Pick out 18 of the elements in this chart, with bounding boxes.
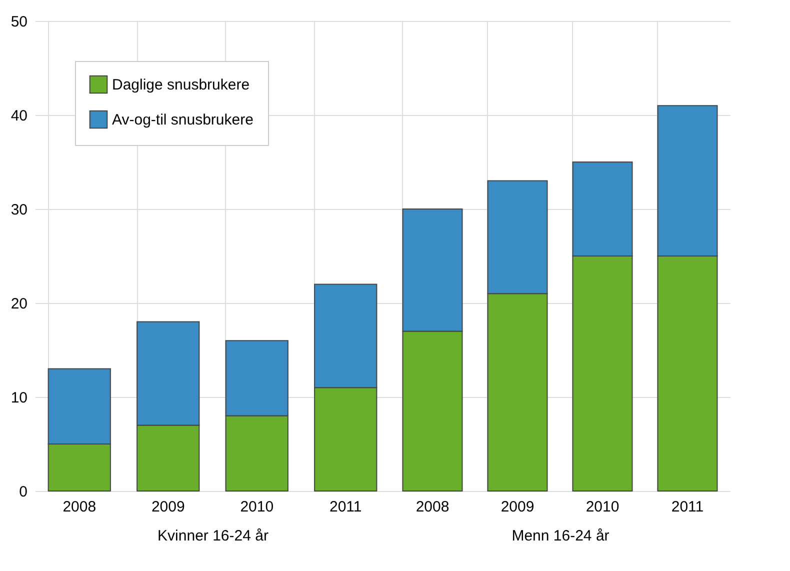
y-tick-label: 20 — [10, 296, 28, 312]
x-tick-label: 2010 — [240, 498, 274, 516]
y-tick-label: 10 — [10, 390, 28, 406]
x-tick-label: 2008 — [416, 498, 450, 516]
x-tick-label: 2010 — [586, 498, 620, 516]
x-tick-label: 2008 — [62, 498, 96, 516]
y-tick-label: 50 — [10, 14, 28, 30]
y-tick-label: 30 — [10, 202, 28, 218]
y-tick-label: 40 — [10, 108, 28, 124]
x-axis-title: Menn 16-24 år — [512, 528, 610, 544]
x-tick-label: 2011 — [329, 498, 362, 516]
x-axis-title: Kvinner 16-24 år — [158, 528, 268, 544]
legend-label: Av-og-til snusbrukere — [112, 112, 254, 128]
x-tick-label: 2009 — [500, 498, 534, 516]
x-tick-label: 2011 — [671, 498, 704, 516]
y-tick-label: 0 — [19, 484, 28, 500]
x-tick-label: 2009 — [151, 498, 185, 516]
legend-label: Daglige snusbrukere — [112, 76, 250, 94]
